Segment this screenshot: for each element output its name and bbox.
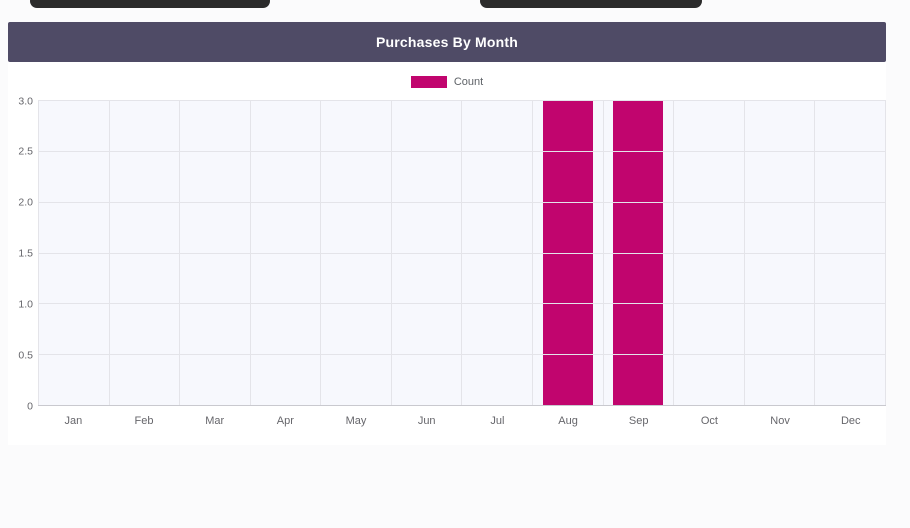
y-tick-label: 2.5 [18,145,33,158]
month-column-apr [249,101,321,406]
gridline-horizontal [38,100,886,101]
gridline-horizontal [38,354,886,356]
gridline-horizontal [38,405,886,406]
month-column-jan [38,101,109,406]
x-tick-label: Jan [64,415,83,427]
month-column-oct [673,101,744,406]
y-axis: 0 0.5 1.0 1.5 2.0 2.5 3.0 [8,96,38,411]
purchases-by-month-chart: Count 0 0.5 1.0 1.5 2.0 2.5 3.0 Jan Feb Mar Apr Ma… [8,62,886,445]
x-tick-label: Feb [134,415,154,427]
x-tick-label: Jul [490,415,505,427]
y-tick-label: 2.0 [18,196,33,209]
y-tick-label: 1.5 [18,247,33,260]
x-tick-label: Aug [558,415,578,427]
month-column-nov [743,101,815,406]
legend-label: Count [453,75,484,88]
x-axis: Jan Feb Mar Apr May Jun Jul Aug Sep Oct Nov Dec [38,406,886,434]
month-column-sep [602,101,674,406]
month-column-jun [390,101,462,406]
month-column-feb [108,101,180,406]
gridline-horizontal [38,252,886,254]
x-tick-label: Nov [770,415,790,427]
top-pill-right [480,0,702,8]
gridline-horizontal [38,303,886,305]
x-tick-label: Sep [628,415,649,427]
top-pill-left [30,0,270,8]
month-column-aug [532,101,603,406]
bar-sep[interactable] [613,101,664,406]
y-tick-label: 0 [27,399,33,412]
plot-columns [38,101,886,406]
month-column-mar [179,101,250,406]
bar-aug[interactable] [542,101,593,406]
month-column-dec [814,101,886,406]
x-tick-label: Dec [840,415,861,427]
gridline-horizontal [38,201,886,203]
x-tick-label: Oct [700,415,718,427]
month-column-may [320,101,391,406]
plot-area [38,100,886,406]
y-tick-label: 0.5 [18,348,33,361]
chart-header: Purchases By Month [8,22,886,62]
y-tick-label: 1.0 [18,298,33,311]
x-tick-label: Jun [417,415,436,427]
x-tick-label: May [345,415,367,427]
chart-title: Purchases By Month [375,34,519,50]
y-tick-label: 3.0 [18,94,33,107]
month-column-jul [461,101,532,406]
legend-swatch [410,75,447,88]
legend-item-count[interactable]: Count [8,62,886,101]
x-tick-label: Mar [205,415,225,427]
gridline-horizontal [38,150,886,152]
x-tick-label: Apr [276,415,294,427]
